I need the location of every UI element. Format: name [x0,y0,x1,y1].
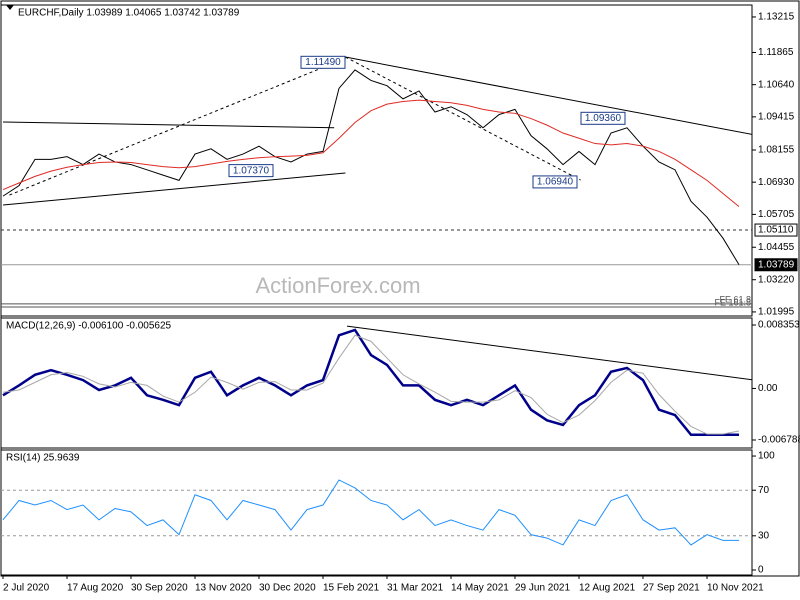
series-line [2,479,740,546]
trendline [9,56,349,196]
x-tick-label: 12 Aug 2021 [579,583,636,594]
y-tick-label: 1.03220 [758,274,795,285]
annotation-box [580,111,626,125]
y-tick-label: -0.006788 [758,435,800,446]
x-tick-label: 30 Dec 2020 [259,583,316,594]
y-tick-label: 1.01995 [758,307,795,318]
x-tick-label: 17 Aug 2020 [67,583,124,594]
panel-title: MACD(12,26,9) -0.006100 -0.005625 [6,321,172,332]
y-tick-label: 0.00 [758,383,778,394]
y-tick-label: 1.06930 [758,177,795,188]
x-tick-label: 14 May 2021 [451,583,509,594]
annotation-label: 1.07370 [233,165,270,176]
x-tick-label: 15 Feb 2021 [323,583,380,594]
fe-level-label: FE 161.8 [714,297,751,307]
y-tick-label: 30 [758,530,770,541]
y-tick-label: 1.11865 [758,47,794,58]
y-tick-label: 70 [758,485,770,496]
y-tick-label: 100 [758,451,775,462]
x-tick-label: 2 Jul 2020 [3,583,50,594]
x-tick-label: 30 Sep 2020 [131,583,188,594]
x-tick-label: 27 Sep 2021 [643,583,700,594]
y-tick-label: 0.008353 [758,320,800,331]
plot-area [2,325,752,437]
annotation-box [228,164,274,178]
y-tick-label: 1.08155 [758,145,795,156]
menu-icon[interactable] [6,5,14,10]
panel-title: RSI(14) 25.9639 [6,453,80,464]
x-tick-label: 31 Mar 2021 [387,583,444,594]
x-tick-label: 13 Nov 2020 [195,583,252,594]
series-line [2,334,740,435]
panel-frame [0,317,753,449]
annotation-box [532,175,578,189]
plot-area [1,56,752,308]
series-line [2,69,740,265]
fe-level-label: FE 61.8 [719,294,751,304]
panel-frame [0,4,753,317]
y-tick-label: 0 [758,565,764,576]
trendline [2,121,335,129]
annotation-label: 1.06940 [537,177,574,188]
y-tick-label: 1.13215 [758,12,795,23]
watermark: ActionForex.com [255,273,420,298]
x-tick-label: 10 Nov 2021 [707,583,764,594]
panel-frame [0,449,753,576]
y-tick-label: 1.04455 [758,242,795,253]
price-level-label: 1.03789 [758,259,795,270]
price-level-label: 1.05110 [758,225,794,236]
price-level-box [754,258,798,272]
trendline [346,325,752,381]
annotation-label: 1.09360 [585,113,622,124]
y-tick-label: 1.05705 [758,209,795,220]
price-level-box [754,223,798,237]
x-tick-label: 29 Jun 2021 [515,583,570,594]
panel-title: EURCHF,Daily 1.03989 1.04065 1.03742 1.0… [18,8,240,19]
plot-area [1,479,752,546]
series-line [2,99,740,208]
trendline [2,172,346,206]
trendline [345,56,581,181]
annotation-box [300,55,346,69]
y-tick-label: 1.10640 [758,79,795,90]
series-line [2,328,739,437]
y-tick-label: 1.09415 [758,112,795,123]
annotation-label: 1.11490 [305,57,341,68]
trendline [345,56,752,135]
